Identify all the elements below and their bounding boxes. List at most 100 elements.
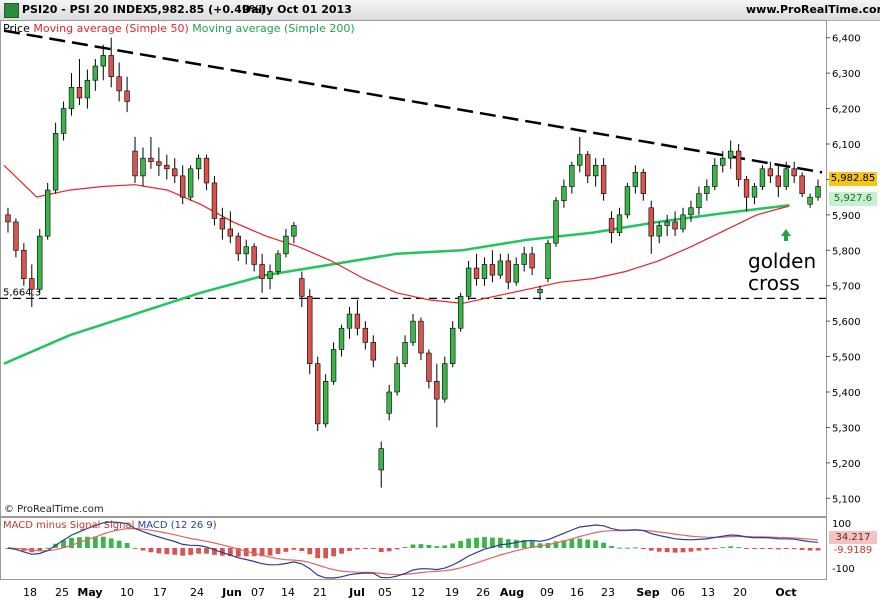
macd-hist-bar — [791, 548, 797, 550]
x-tick-label: 24 — [190, 586, 204, 599]
site-url: www.ProRealTime.com — [746, 3, 880, 16]
macd-hist-bar — [378, 548, 384, 552]
macd-hist-bar — [243, 548, 249, 557]
macd-hist-bar — [450, 543, 456, 548]
macd-plot-frame — [0, 517, 827, 580]
y-tick-label: 5,300 — [832, 423, 861, 434]
candle-body — [680, 214, 686, 230]
x-tick-label: 14 — [281, 586, 295, 599]
macd-hist-bar — [569, 539, 575, 548]
candle-body — [696, 193, 702, 209]
candle-body — [727, 150, 734, 159]
candle-body — [330, 349, 337, 382]
macd-hist-bar — [775, 548, 781, 550]
macd-hist-bar — [299, 548, 305, 552]
y-tick-label: 5,900 — [832, 211, 861, 222]
candle-body — [664, 221, 670, 226]
macd-hist-bar — [124, 543, 130, 548]
candle-body — [283, 235, 289, 255]
macd-hist-bar — [474, 537, 479, 548]
macd-line — [7, 521, 819, 579]
candle-body — [140, 157, 146, 177]
macd-hist-bar — [172, 548, 178, 555]
macd-hist-bar — [148, 548, 154, 553]
candle-body — [378, 448, 384, 471]
macd-hist-bar — [601, 542, 606, 548]
candle-body — [187, 168, 194, 198]
macd-hist-bar — [426, 544, 432, 548]
macd-hist-bar — [744, 548, 749, 549]
candle-body — [116, 76, 122, 92]
candle-body — [585, 154, 591, 177]
macd-hist-bar — [220, 548, 225, 556]
macd-hist-bar — [355, 548, 360, 550]
x-tick-label: 26 — [476, 586, 490, 599]
macd-hist-bar — [767, 548, 773, 549]
x-tick-label: 20 — [733, 586, 747, 599]
candle-body — [704, 186, 710, 194]
candle-body — [720, 157, 726, 166]
candle-body — [354, 313, 361, 329]
macd-hist-bar — [410, 544, 416, 548]
candle-body — [156, 161, 162, 166]
candle-body — [505, 260, 511, 283]
y-tick-label: 6,300 — [832, 69, 861, 80]
macd-legend-signal: Signal — [103, 520, 135, 531]
macd-hist-bar — [609, 545, 614, 548]
x-tick-label: 07 — [251, 586, 265, 599]
candle-body — [712, 164, 718, 187]
macd-hist-bar — [108, 538, 114, 548]
candle-body — [815, 186, 821, 198]
macd-hist-bar — [315, 548, 321, 559]
candle-body — [450, 327, 456, 364]
candle-body — [164, 164, 170, 170]
candle-body — [465, 267, 472, 297]
chart-title-bar: PSI20 - PSI 20 INDEX 5,982.85 (+0.49%) D… — [0, 0, 880, 21]
y-tick-label: 5,700 — [832, 282, 861, 293]
macd-hist-bar — [585, 539, 591, 548]
macd-hist-bar — [529, 541, 535, 548]
last-price-tag: 5,982.85 — [829, 172, 877, 186]
candle-body — [291, 225, 297, 237]
candle-body — [783, 168, 789, 187]
macd-hist-bar — [458, 540, 464, 548]
candle-body — [489, 264, 496, 276]
candle-body — [402, 342, 408, 364]
macd-hist-bar — [37, 548, 43, 551]
macd-hist-bar — [553, 541, 559, 548]
period-label: Daily Oct 01 2013 — [242, 3, 352, 16]
candle-body — [203, 157, 210, 184]
candle-body — [44, 189, 51, 237]
candle-body — [92, 65, 99, 81]
candle-body — [656, 225, 662, 237]
candle-body — [743, 179, 750, 198]
candle-body — [180, 175, 186, 198]
candle-body — [5, 214, 11, 223]
macd-legend: MACD minus Signal Signal MACD (12 26 9) — [3, 520, 217, 531]
candle-body — [608, 218, 615, 233]
macd-hist-bar — [331, 548, 336, 557]
x-tick-label: 16 — [570, 586, 584, 599]
annotation-cross: cross — [748, 271, 800, 295]
x-tick-label: 17 — [153, 586, 167, 599]
macd-hist-bar — [259, 548, 265, 557]
macd-hist-bar — [728, 546, 734, 548]
candle-body — [84, 79, 91, 99]
macd-hist-bar — [386, 548, 392, 552]
macd-hist-bar — [783, 548, 789, 550]
x-tick-label: 19 — [445, 586, 459, 599]
candle-body — [60, 108, 67, 134]
y-tick-label: 5,200 — [832, 459, 861, 470]
x-tick-label: 23 — [601, 586, 615, 599]
candle-body — [315, 363, 321, 425]
macd-hist-bar — [251, 548, 257, 557]
y-tick-label: 5,800 — [832, 246, 861, 257]
candle-body — [426, 352, 432, 382]
macd-hist-bar — [815, 548, 821, 551]
candle-body — [529, 253, 535, 269]
candle-body — [648, 207, 654, 237]
macd-tick-label: 100 — [832, 519, 851, 530]
macd-hist-bar — [418, 544, 424, 548]
macd-hist-bar — [466, 538, 471, 548]
x-tick-label: Sep — [636, 586, 659, 599]
